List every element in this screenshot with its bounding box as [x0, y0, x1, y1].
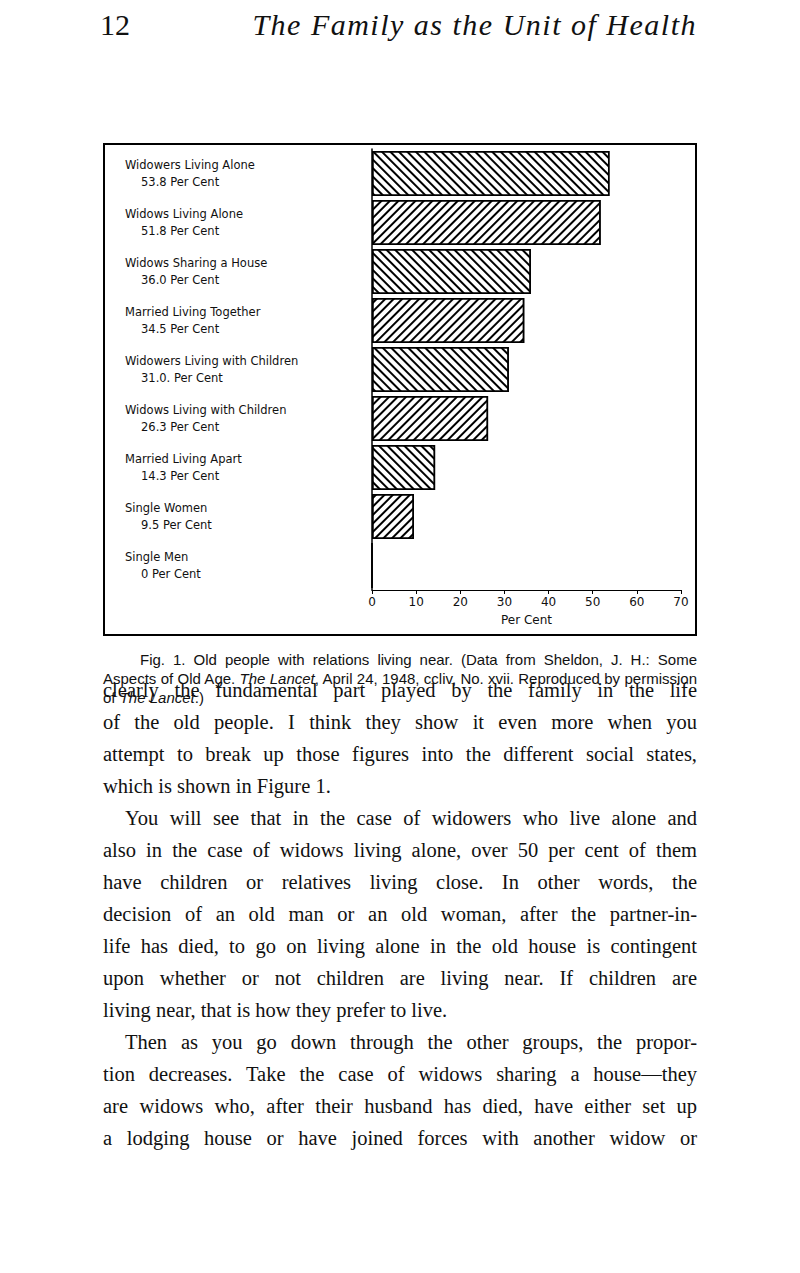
html-text:have children or relatives liv: have children or relatives living close.… [103, 871, 697, 893]
html-text:The Family as the Unit of Heal: The Family as the Unit of Health [252, 8, 697, 41]
html-text:decision of an old man or an o: decision of an old man or an old woman, … [103, 903, 697, 925]
svg-text:Single Men: Single Men [125, 550, 188, 564]
html-text:upon whether or not children a: upon whether or not children are living … [103, 967, 697, 989]
html-text:a lodging house or have joined: a lodging house or have joined forces wi… [103, 1127, 697, 1149]
svg-text:Widowers Living with Children: Widowers Living with Children [125, 354, 298, 368]
html-text:Fig. 1. Old people with relati: Fig. 1. Old people with relations living… [103, 651, 697, 706]
svg-text:Widows Living with Children: Widows Living with Children [125, 403, 286, 417]
svg-text:10: 10 [409, 595, 424, 609]
svg-text:70: 70 [673, 595, 688, 609]
html-text:attempt to break up those figu: attempt to break up those figures into t… [103, 743, 697, 765]
svg-text:51.8 Per Cent: 51.8 Per Cent [141, 224, 220, 238]
svg-text:30: 30 [497, 595, 512, 609]
svg-text:20: 20 [453, 595, 468, 609]
html-text:clearly the fundamental part p: clearly the fundamental part played by t… [103, 679, 697, 701]
svg-text:Widows Sharing a House: Widows Sharing a House [125, 256, 267, 270]
html-text:You will see that in the case: You will see that in the case of widower… [125, 807, 697, 829]
svg-text:40: 40 [541, 595, 556, 609]
html-text:life has died, to go on living: life has died, to go on living alone in … [103, 935, 697, 957]
svg-text:34.5 Per Cent: 34.5 Per Cent [141, 322, 220, 336]
html-text:living near, that is how they: living near, that is how they prefer to … [103, 999, 448, 1021]
svg-text:31.0. Per Cent: 31.0. Per Cent [141, 371, 223, 385]
svg-text:Married Living Apart: Married Living Apart [125, 452, 242, 466]
svg-text:Single Women: Single Women [125, 501, 207, 515]
svg-text:36.0 Per Cent: 36.0 Per Cent [141, 273, 220, 287]
svg-text:Per Cent: Per Cent [501, 613, 552, 627]
html-text:which is shown in Figure 1.: which is shown in Figure 1. [103, 775, 331, 797]
svg-text:60: 60 [629, 595, 644, 609]
svg-text:0: 0 [368, 595, 376, 609]
svg-text:Married Living Together: Married Living Together [125, 305, 261, 319]
svg-text:0 Per Cent: 0 Per Cent [141, 567, 201, 581]
svg-text:53.8 Per Cent: 53.8 Per Cent [141, 175, 220, 189]
svg-text:50: 50 [585, 595, 600, 609]
svg-text:9.5 Per Cent: 9.5 Per Cent [141, 518, 212, 532]
html-text:tion decreases. Take the case: tion decreases. Take the case of widows … [103, 1063, 697, 1085]
svg-text:Widows Living Alone: Widows Living Alone [125, 207, 243, 221]
html-text:also in the case of widows liv: also in the case of widows living alone,… [103, 839, 697, 861]
html-text:12: 12 [100, 8, 130, 41]
svg-text:26.3 Per Cent: 26.3 Per Cent [141, 420, 220, 434]
html-text:Then as you go down through th: Then as you go down through the other gr… [125, 1031, 697, 1053]
html-text:of the old people. I think the: of the old people. I think they show it … [103, 711, 697, 733]
svg-text:14.3 Per Cent: 14.3 Per Cent [141, 469, 220, 483]
svg-text:Widowers Living Alone: Widowers Living Alone [125, 158, 255, 172]
html-text:are widows who, after their hu: are widows who, after their husband has … [103, 1095, 697, 1117]
